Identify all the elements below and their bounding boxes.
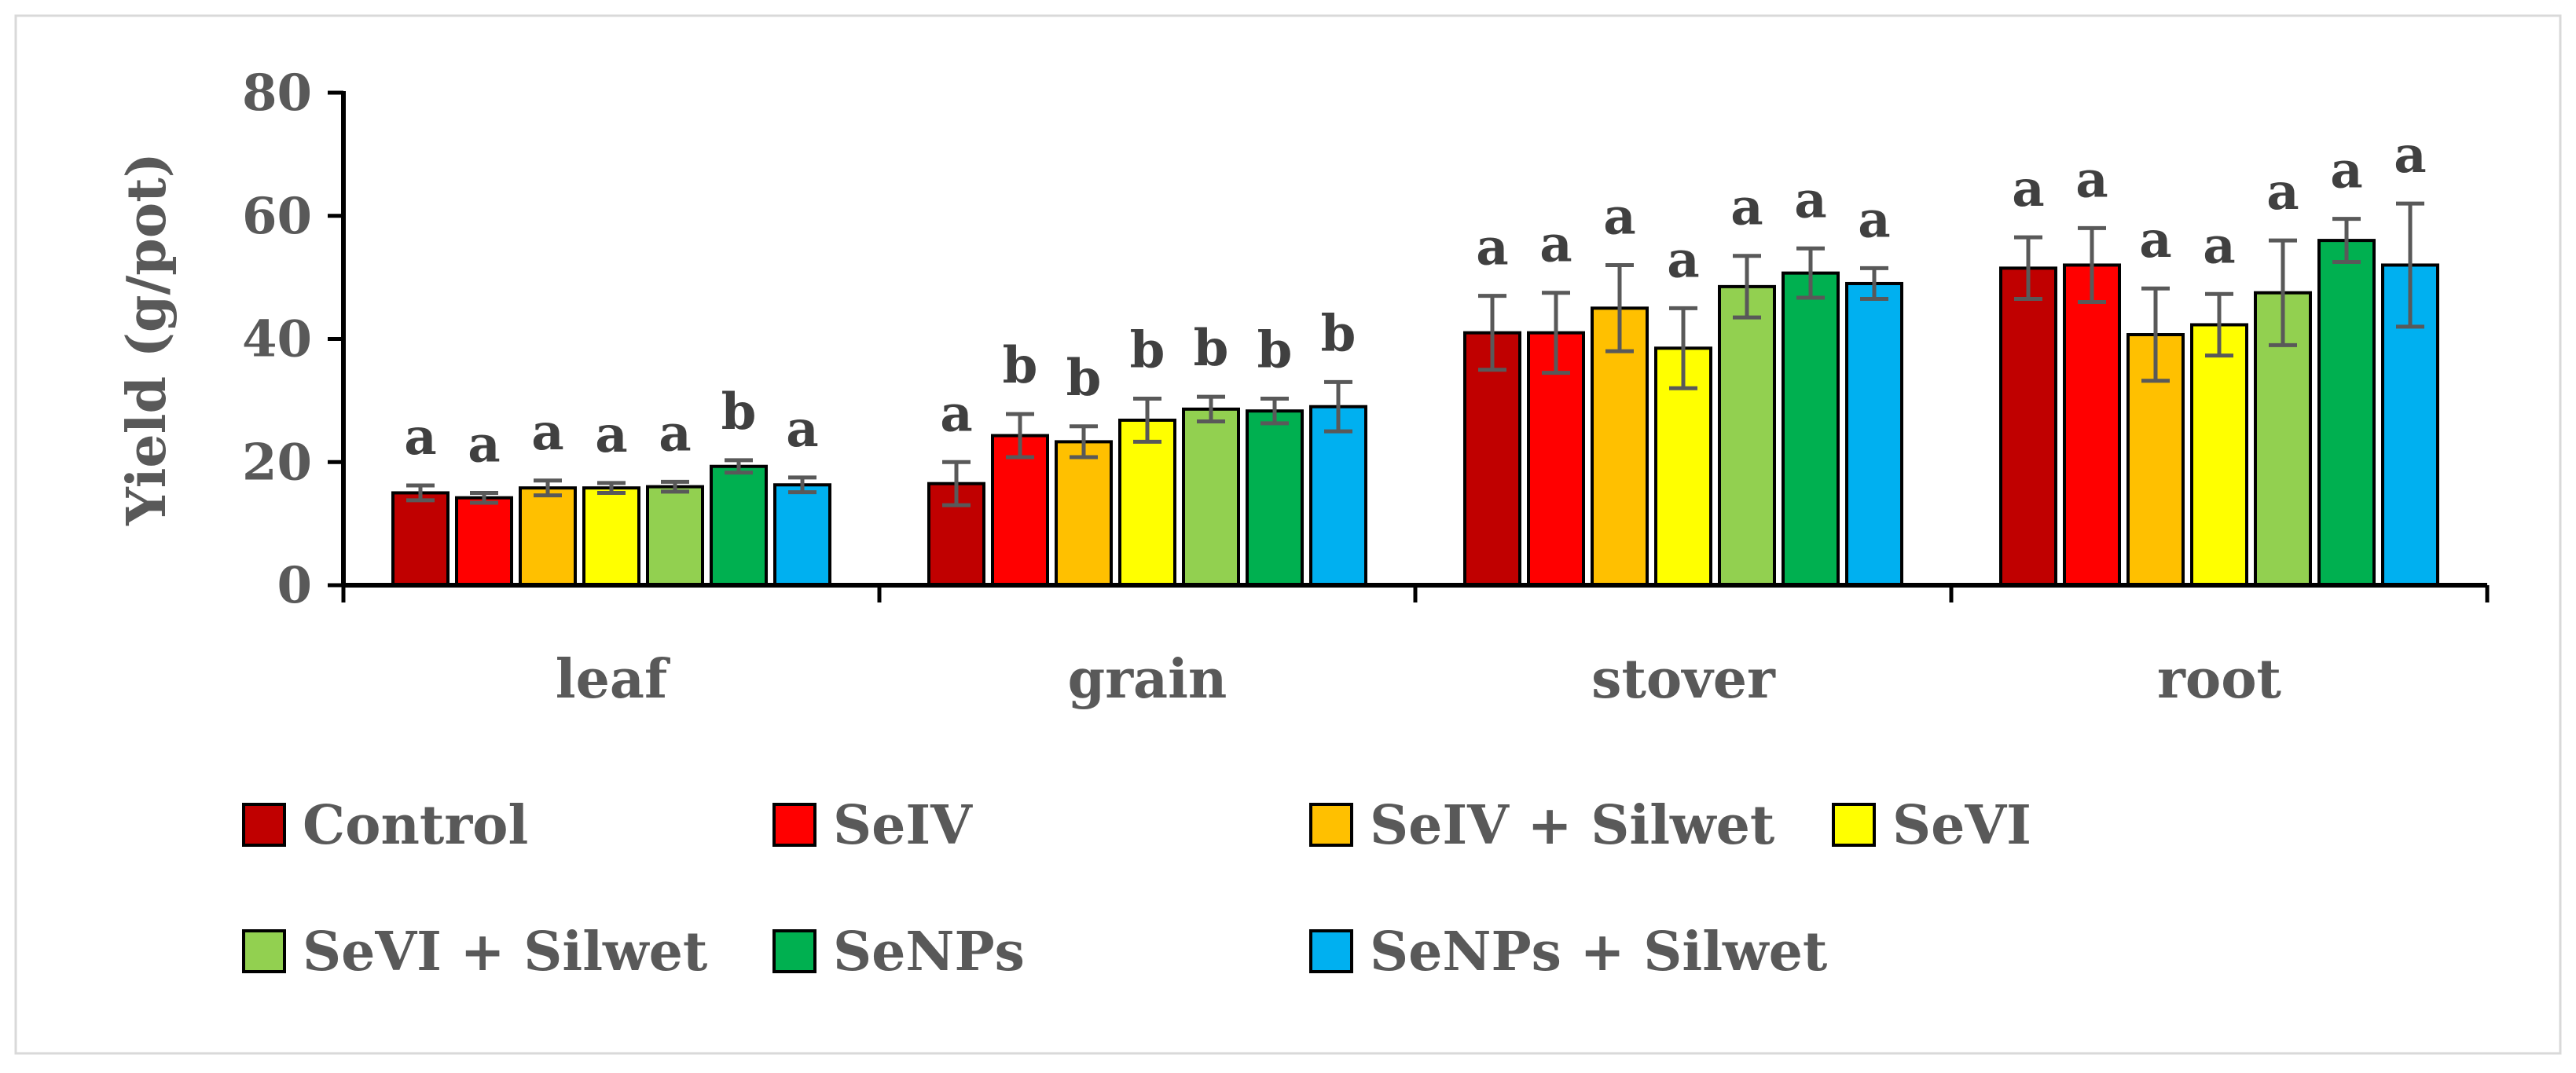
legend-swatch	[772, 803, 816, 847]
bar	[1246, 409, 1304, 587]
significance-letter: a	[1539, 215, 1572, 274]
legend-label: SeVI + Silwet	[303, 921, 708, 983]
x-tick-label: root	[2157, 648, 2282, 711]
significance-letter: a	[2394, 126, 2426, 185]
legend: Control SeIV SeIV + Silwet SeVI SeVI + Silwe…	[242, 794, 2031, 983]
bar	[455, 496, 513, 588]
y-tick-label: 60	[242, 187, 312, 246]
significance-letter: a	[2330, 141, 2362, 200]
significance-letter: a	[1667, 230, 1699, 289]
legend-swatch	[772, 929, 816, 973]
bar	[710, 464, 768, 588]
significance-letter: b	[1194, 319, 1229, 378]
legend-swatch	[242, 929, 286, 973]
y-tick-label: 80	[242, 64, 312, 123]
significance-letter: a	[2139, 211, 2171, 269]
bar	[1055, 440, 1113, 587]
significance-letter: b	[1130, 321, 1165, 380]
y-tick-label: 0	[277, 556, 312, 615]
significance-letter: b	[1003, 336, 1038, 395]
legend-label: Control	[303, 794, 528, 857]
significance-letter: a	[2203, 216, 2235, 275]
y-tick-label: 40	[242, 310, 312, 369]
bar	[2063, 263, 2121, 587]
x-tick-label: stover	[1591, 648, 1776, 711]
significance-letter: a	[468, 415, 500, 474]
significance-letter: a	[2075, 150, 2108, 209]
bar	[1845, 281, 1903, 587]
significance-letter: a	[1730, 178, 1763, 237]
bar	[1999, 266, 2057, 587]
significance-letter: a	[659, 404, 691, 463]
bar	[519, 486, 577, 587]
legend-label: SeVI	[1892, 794, 2031, 857]
legend-label: SeIV	[833, 794, 973, 857]
y-axis-title: Yield (g/pot)	[116, 152, 178, 526]
significance-letter: a	[595, 405, 627, 464]
significance-letter: a	[2266, 163, 2299, 222]
bar	[773, 483, 831, 588]
significance-letter: b	[721, 383, 757, 441]
legend-swatch	[1832, 803, 1876, 847]
bar	[1718, 284, 1776, 587]
bar	[2317, 239, 2376, 587]
significance-letter: b	[1066, 349, 1102, 408]
legend-label: SeNPs + Silwet	[1370, 921, 1828, 983]
legend-swatch	[242, 803, 286, 847]
legend-label: SeIV + Silwet	[1370, 794, 1775, 857]
bar	[2190, 323, 2248, 587]
significance-letter: a	[940, 384, 972, 443]
bar	[1118, 418, 1176, 588]
significance-letter: a	[2012, 159, 2044, 218]
bar	[391, 491, 450, 587]
y-tick-label: 20	[242, 433, 312, 492]
bar	[1463, 331, 1521, 587]
bar	[582, 486, 640, 587]
significance-letter: a	[786, 400, 818, 459]
legend-swatch	[1309, 929, 1353, 973]
legend-label: SeNPs	[833, 921, 1025, 983]
significance-letter: a	[1476, 218, 1508, 277]
significance-letter: a	[1858, 190, 1890, 249]
bar	[646, 485, 704, 587]
significance-letter: a	[404, 408, 436, 467]
bar	[1182, 407, 1240, 587]
legend-swatch	[1309, 803, 1353, 847]
significance-letter: a	[1603, 187, 1635, 246]
x-tick-label: leaf	[556, 648, 670, 711]
bar	[1782, 271, 1840, 587]
significance-letter: b	[1321, 304, 1356, 363]
significance-letter: a	[531, 403, 563, 462]
significance-letter: a	[1794, 170, 1826, 229]
bar	[1309, 405, 1367, 588]
x-tick-label: grain	[1068, 648, 1227, 711]
significance-letter: b	[1257, 321, 1293, 380]
